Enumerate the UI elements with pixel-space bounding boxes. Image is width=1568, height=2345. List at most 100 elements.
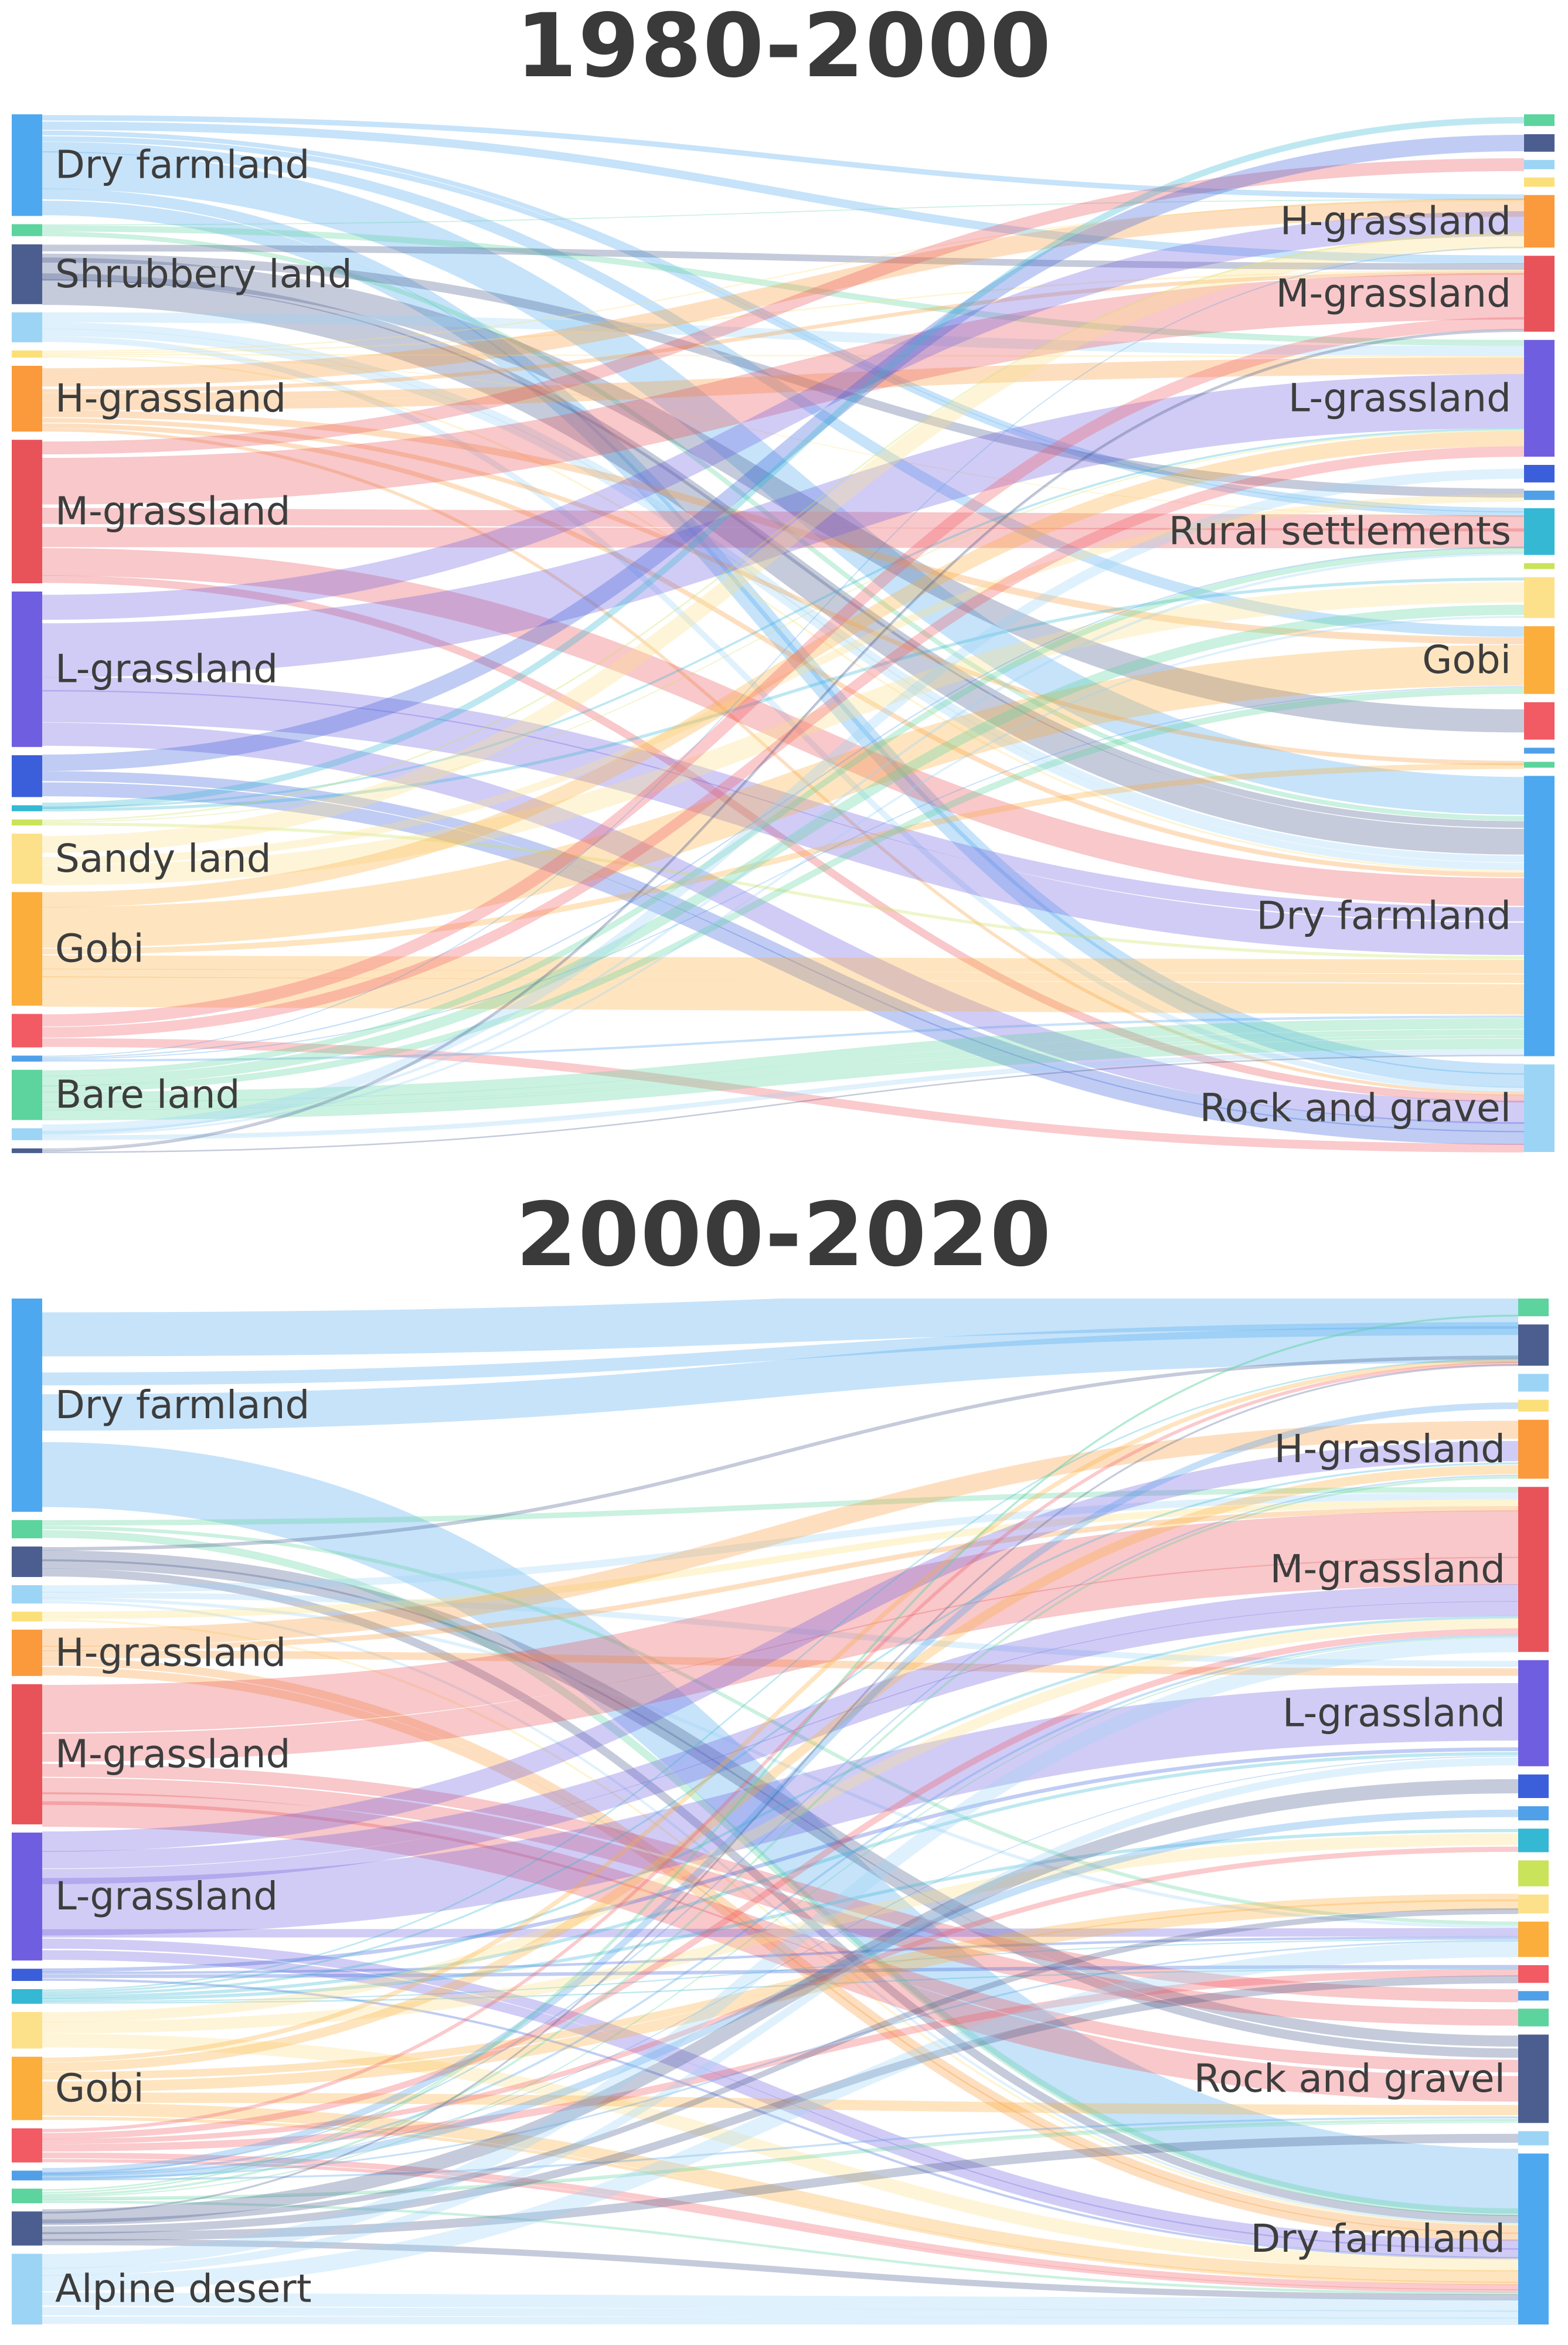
sankey-link [42, 1049, 1525, 1137]
source-label-h-grassland: H-grassland [55, 1630, 286, 1675]
sankey-link [42, 130, 1525, 513]
target-label-h-grassland: H-grassland [1280, 199, 1511, 244]
source-node-alpine-desert [12, 2254, 42, 2324]
sankey-link [42, 644, 1525, 948]
sankey-link [42, 1938, 1519, 2003]
sankey-link [42, 336, 1525, 1093]
target-node-dry-farmland [1518, 2153, 1549, 2324]
sankey-link [42, 1592, 1519, 1667]
target-label-dry-farmland: Dry farmland [1251, 2216, 1505, 2261]
sankey-link [42, 329, 1525, 1152]
source-label-gobi: Gobi [55, 926, 144, 971]
sankey-chart: Dry farmland H-grassland M-grassland L-gras… [12, 1299, 1549, 2325]
source-node-bare-land [12, 1069, 42, 1120]
sankey-link [42, 2033, 1519, 2272]
sankey-link [42, 211, 1525, 620]
sankey-link [42, 690, 1525, 956]
sankey-link [42, 1763, 1519, 2003]
target-node-unlabeled-14 [1524, 702, 1555, 740]
target-node-unlabeled-18 [1518, 2131, 1549, 2146]
sankey-link [42, 955, 1525, 974]
sankey-link [42, 273, 1525, 505]
source-label-l-grassland: L-grassland [55, 1874, 278, 1919]
sankey-link [42, 2292, 1519, 2312]
sankey-link [42, 1683, 1519, 1936]
target-node-l-grassland [1518, 1660, 1549, 1766]
target-node-unlabeled-15 [1518, 1991, 1549, 2001]
sankey-link [42, 1747, 1519, 1972]
sankey-link [42, 1361, 1519, 2133]
target-node-unlabeled-16 [1518, 2008, 1549, 2027]
sankey-link [42, 1476, 1519, 2197]
sankey-panel-1980-2000: 1980-2000 Dry farmland Shrubbery land H-gr… [0, 0, 1568, 1172]
sankey-link [42, 1755, 1519, 2177]
sankey-link [42, 548, 1525, 906]
target-label-rock-and-gravel: Rock and gravel [1194, 2056, 1505, 2101]
sankey-link [42, 151, 1525, 815]
source-label-shrubbery-land: Shrubbery land [55, 252, 352, 297]
sankey-link [42, 468, 1525, 1135]
sankey-link [42, 1299, 1519, 1357]
sankey-link [42, 677, 1525, 922]
target-label-h-grassland: H-grassland [1274, 1426, 1505, 1471]
sankey-link [42, 1358, 1519, 2062]
sankey-link [42, 188, 1525, 1075]
sankey-link [42, 1496, 1519, 1593]
source-node-l-grassland [12, 1832, 42, 1961]
source-node-unlabeled-4 [12, 312, 42, 342]
sankey-link [42, 1462, 1519, 1993]
sankey-link [42, 1038, 1525, 1120]
target-node-unlabeled-16 [1524, 762, 1555, 768]
sankey-link [42, 976, 1525, 1015]
sankey-link [42, 1440, 1519, 1852]
sankey-link [42, 1938, 1519, 2250]
target-node-unlabeled-3 [1518, 1374, 1549, 1392]
sankey-link [42, 1550, 1519, 2047]
sankey-link [42, 1559, 1519, 2058]
source-label-m-grassland: M-grassland [55, 489, 291, 534]
source-node-unlabeled-9 [12, 1969, 42, 1981]
sankey-link [42, 1314, 1519, 2191]
source-label-alpine-desert: Alpine desert [55, 2266, 312, 2312]
source-label-h-grassland: H-grassland [55, 376, 286, 421]
sankey-link [42, 1487, 1519, 1526]
sankey-link [42, 117, 1525, 810]
sankey-link [42, 552, 1525, 1134]
sankey-link [42, 329, 1525, 1150]
sankey-link [42, 2116, 1519, 2285]
target-node-unlabeled-4 [1524, 177, 1555, 187]
sankey-link [42, 317, 1525, 1027]
target-node-unlabeled-9 [1524, 490, 1555, 500]
sankey-link [42, 357, 1525, 402]
sankey-link [42, 246, 1525, 1057]
source-label-l-grassland: L-grassland [55, 647, 278, 692]
sankey-link [42, 121, 1525, 264]
sankey-link [42, 1420, 1519, 1647]
sankey-link [42, 312, 1525, 356]
sankey-link [42, 231, 1525, 821]
sankey-link [42, 1618, 1519, 2023]
source-node-unlabeled-15 [12, 1055, 42, 1062]
source-node-gobi [12, 2057, 42, 2120]
sankey-link [42, 1936, 1519, 1974]
sankey-link [42, 1978, 1519, 2259]
source-node-unlabeled-16 [12, 2211, 42, 2246]
source-node-unlabeled-2 [12, 1520, 42, 1538]
sankey-link [42, 547, 1525, 1077]
sankey-link [42, 1908, 1519, 2225]
sankey-link [42, 1757, 1519, 2276]
sankey-link [42, 1969, 1519, 2152]
sankey-chart: Dry farmland Shrubbery land H-grassland M-g… [12, 114, 1555, 1153]
target-node-unlabeled-15 [1524, 747, 1555, 754]
sankey-link [42, 431, 1525, 908]
target-node-unlabeled-10 [1518, 1829, 1549, 1853]
source-label-m-grassland: M-grassland [55, 1731, 291, 1776]
sankey-link [42, 2238, 1519, 2300]
source-node-h-grassland [12, 1629, 42, 1676]
sankey-link [42, 430, 1525, 823]
sankey-link [42, 1975, 1519, 2234]
sankey-link [42, 1015, 1525, 1061]
sankey-link [42, 2122, 1519, 2201]
sankey-link [42, 1530, 1519, 2217]
sankey-link [42, 968, 1525, 983]
